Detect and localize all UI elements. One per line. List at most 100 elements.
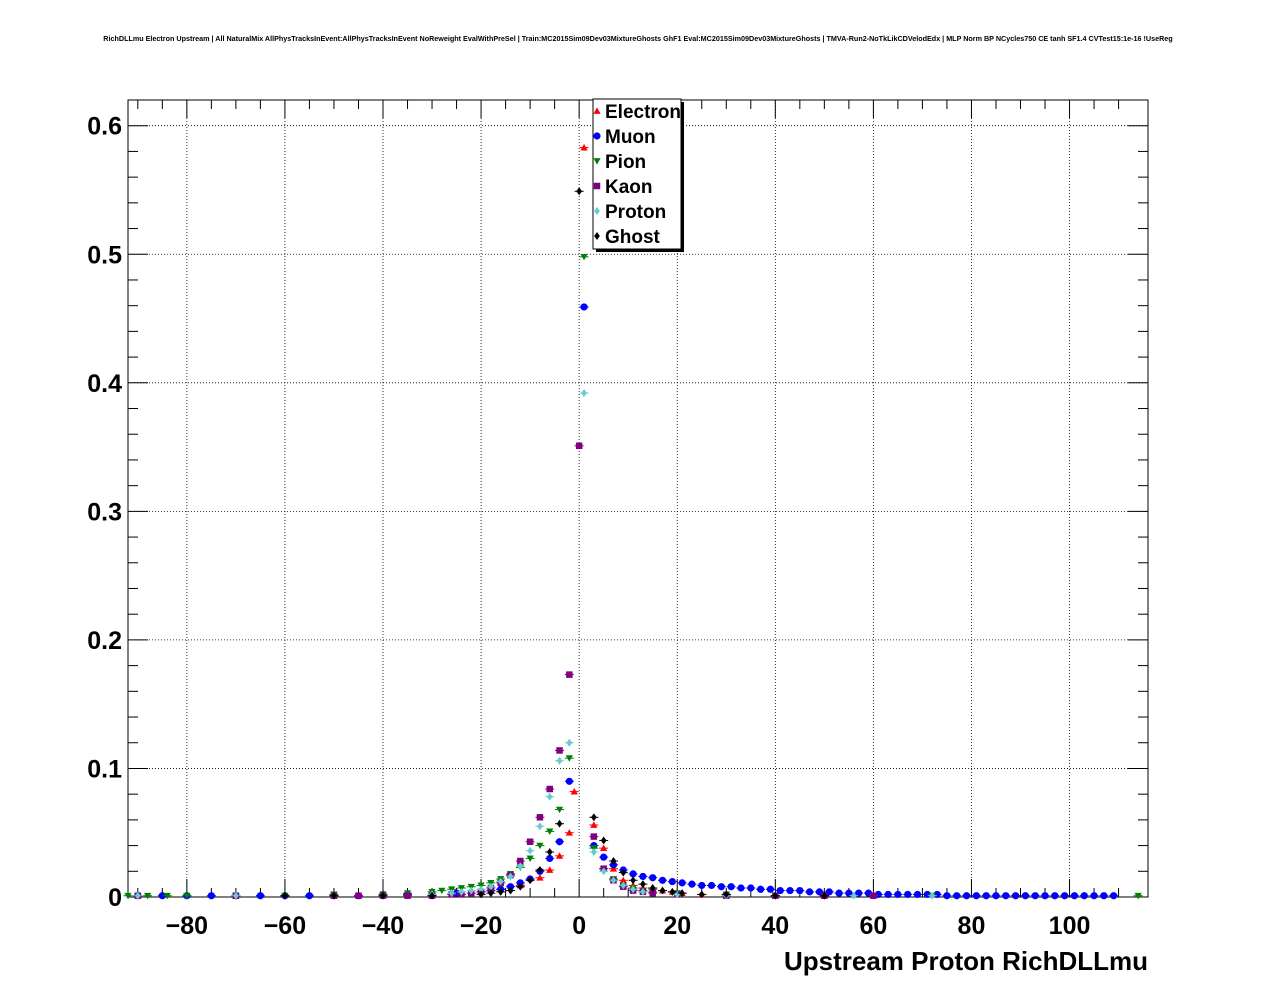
data-point xyxy=(527,876,533,885)
data-point xyxy=(580,303,588,311)
data-point xyxy=(1002,892,1010,900)
data-point xyxy=(649,889,656,897)
data-point xyxy=(698,881,706,890)
data-point xyxy=(134,891,141,900)
data-point xyxy=(576,187,583,196)
data-point xyxy=(972,892,980,900)
data-point xyxy=(717,883,725,891)
data-point xyxy=(640,887,646,896)
legend-marker xyxy=(593,132,601,140)
data-point xyxy=(546,854,554,863)
data-point xyxy=(305,892,314,900)
data-point xyxy=(688,880,696,888)
data-point xyxy=(536,874,544,881)
data-point xyxy=(526,838,534,845)
data-point xyxy=(507,886,514,895)
data-point xyxy=(772,891,779,900)
data-point xyxy=(600,867,607,876)
x-tick-label: −80 xyxy=(166,912,208,940)
data-point xyxy=(1031,892,1039,900)
data-point xyxy=(669,887,676,896)
data-point xyxy=(590,848,597,856)
data-point xyxy=(992,892,1000,900)
data-point xyxy=(668,877,676,886)
data-point xyxy=(904,890,912,899)
data-point xyxy=(438,887,446,895)
data-point xyxy=(468,886,475,895)
y-tick-label: 0.6 xyxy=(87,113,122,141)
data-point xyxy=(556,756,563,765)
data-point xyxy=(1110,892,1118,900)
data-point xyxy=(555,806,564,814)
legend-label: Pion xyxy=(605,152,646,173)
data-point xyxy=(546,828,554,836)
legend-marker xyxy=(593,107,601,114)
data-point xyxy=(536,814,544,821)
legend-marker xyxy=(594,207,600,215)
y-tick-label: 0.2 xyxy=(87,627,122,655)
data-point xyxy=(620,881,627,890)
series-ghost xyxy=(280,187,829,900)
data-point xyxy=(546,792,553,801)
data-point xyxy=(610,857,617,865)
x-tick-label: −60 xyxy=(264,912,306,940)
data-point xyxy=(1070,892,1079,900)
data-point xyxy=(590,833,598,840)
x-tick-label: −40 xyxy=(362,912,404,940)
data-point xyxy=(737,884,745,892)
data-point xyxy=(497,877,504,886)
data-point xyxy=(674,890,681,899)
data-point xyxy=(658,876,667,884)
data-point xyxy=(1134,892,1142,900)
data-point xyxy=(478,890,484,899)
data-point xyxy=(923,890,931,899)
data-point xyxy=(555,852,564,859)
y-tick-label: 0.5 xyxy=(87,241,122,269)
data-point xyxy=(537,822,543,831)
y-tick-label: 0 xyxy=(108,884,122,912)
data-point xyxy=(282,891,288,900)
legend-label: Kaon xyxy=(605,177,653,198)
data-point xyxy=(649,884,656,892)
data-point xyxy=(806,888,814,896)
data-point xyxy=(723,890,730,899)
legend-label: Proton xyxy=(605,202,666,223)
data-point xyxy=(786,886,794,895)
data-point xyxy=(183,892,191,900)
data-point xyxy=(756,885,765,893)
data-point xyxy=(962,892,971,900)
data-point xyxy=(698,890,705,899)
data-point xyxy=(707,881,716,890)
x-tick-label: 60 xyxy=(859,912,887,940)
data-point xyxy=(678,879,686,887)
data-point xyxy=(610,876,617,885)
data-point xyxy=(566,738,573,747)
data-point xyxy=(796,886,804,895)
data-point xyxy=(1061,892,1069,900)
data-point xyxy=(355,892,362,899)
data-point xyxy=(747,884,755,892)
data-point xyxy=(458,887,465,896)
data-point xyxy=(380,891,386,900)
data-point xyxy=(429,891,435,900)
data-point xyxy=(537,866,543,874)
data-point xyxy=(555,838,564,846)
x-axis-label: Upstream Proton RichDLLmu xyxy=(784,946,1148,976)
x-tick-label: 80 xyxy=(958,912,986,940)
data-point xyxy=(659,886,666,895)
data-point xyxy=(727,883,735,891)
data-point xyxy=(526,855,534,863)
data-point xyxy=(536,842,544,850)
data-point xyxy=(600,844,608,852)
data-point xyxy=(766,885,775,893)
data-point xyxy=(855,889,863,897)
data-point xyxy=(448,889,455,898)
data-point xyxy=(929,891,936,900)
data-point xyxy=(590,813,597,822)
legend-label: Muon xyxy=(605,127,656,148)
legend-box xyxy=(592,98,682,250)
data-point xyxy=(581,389,587,398)
data-point xyxy=(556,747,563,754)
data-point xyxy=(776,886,784,895)
